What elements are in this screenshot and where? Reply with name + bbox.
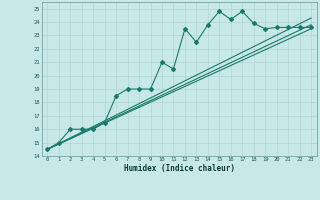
X-axis label: Humidex (Indice chaleur): Humidex (Indice chaleur)	[124, 164, 235, 173]
